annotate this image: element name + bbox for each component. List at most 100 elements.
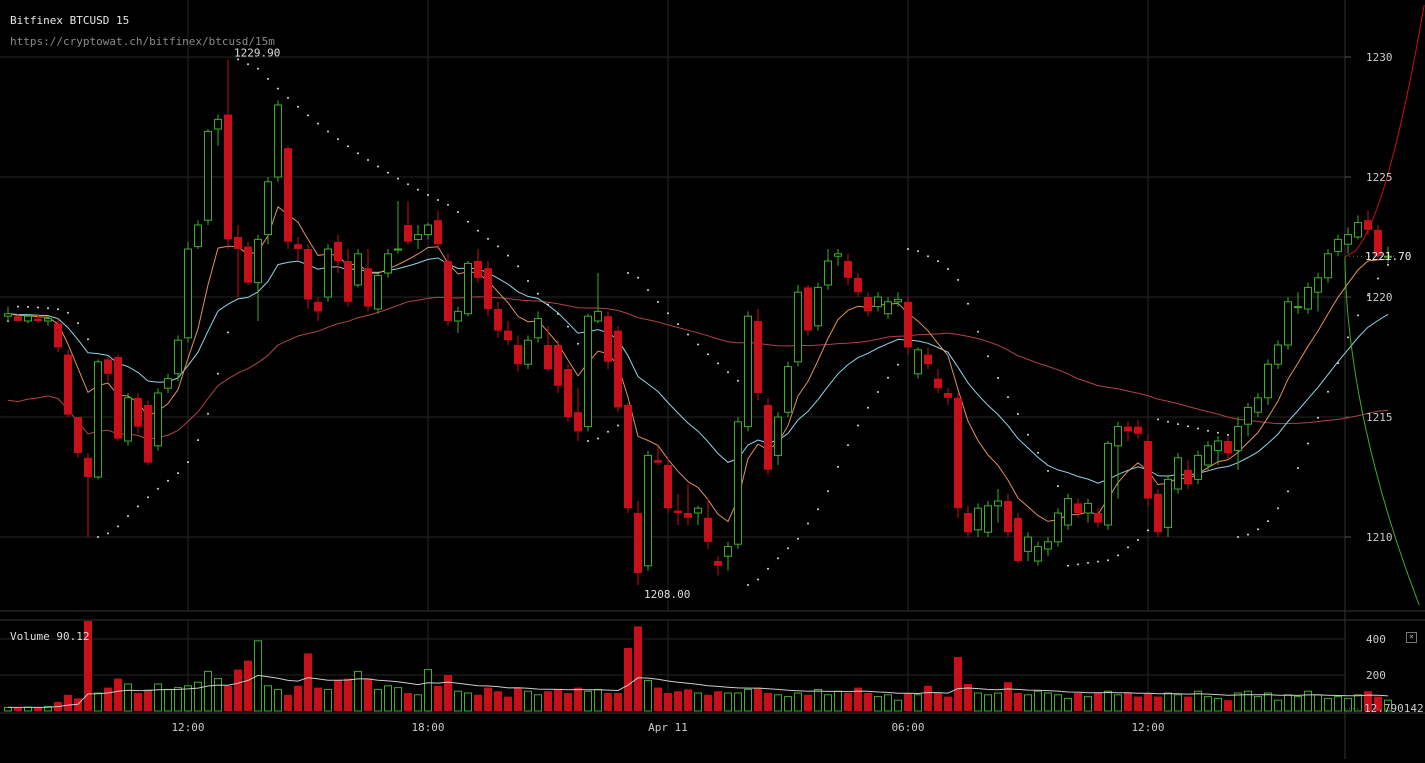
candle-body-up [984, 505, 992, 533]
candle-body-up [94, 361, 102, 478]
sar-dot [587, 440, 589, 442]
candle-body-up [794, 291, 802, 363]
candle-body-up [1104, 442, 1112, 526]
volume-bars [4, 621, 1392, 712]
candle-body-up [214, 118, 222, 130]
sar-dot [347, 145, 349, 148]
sar-dot [1177, 423, 1179, 426]
ma-long-line [7, 296, 1389, 440]
volume-bar-up [264, 685, 272, 712]
volume-bar-up [584, 690, 592, 712]
sar-dot [437, 199, 439, 201]
sar-dot [1047, 469, 1049, 472]
candle-body-up [734, 421, 742, 545]
volume-bar-down [294, 685, 302, 711]
sar-dot [1117, 554, 1119, 557]
candle-body-down [494, 309, 502, 331]
volume-bar-down [1374, 696, 1382, 711]
sar-dot [407, 183, 409, 186]
volume-bar-down [964, 684, 972, 711]
price-tick-label: 1220 [1366, 291, 1393, 304]
candle-body-up [454, 310, 462, 322]
candle-body-up [1214, 440, 1222, 452]
volume-bar-up [694, 692, 702, 712]
volume-bar-up [94, 692, 102, 712]
sar-dot [57, 308, 59, 311]
sar-dot [277, 87, 279, 90]
candle-body-up [1274, 344, 1282, 365]
volume-bar-down [604, 693, 612, 711]
candle-body-up [974, 507, 982, 531]
volume-bar-up [794, 692, 802, 712]
volume-bar-down [434, 685, 442, 711]
sar-dot [967, 302, 969, 305]
volume-bar-down [564, 693, 572, 711]
candle-body-down [624, 405, 632, 509]
sar-dot [447, 203, 449, 206]
sar-dot [1027, 433, 1029, 436]
candle-body-down [674, 510, 682, 513]
sar-dot [1137, 538, 1139, 541]
volume-bar-down [504, 696, 512, 711]
candle-body-up [274, 104, 282, 178]
candle-body-up [1194, 454, 1202, 480]
chart-url[interactable]: https://cryptowat.ch/bitfinex/btcusd/15m [10, 35, 275, 48]
sar-dot [877, 391, 879, 393]
sar-dot [307, 114, 309, 117]
candle-body-up [354, 253, 362, 286]
sar-dot [477, 229, 479, 232]
volume-bar-up [744, 688, 752, 712]
volume-bar-up [784, 696, 792, 712]
sar-dot [847, 444, 849, 447]
volume-bar-down [1224, 700, 1232, 711]
volume-bar-down [854, 687, 862, 711]
price-tick-label: 1210 [1366, 531, 1393, 544]
candle-body-down [404, 225, 412, 242]
candle-body-up [1324, 253, 1332, 279]
sar-dot [647, 289, 649, 292]
volume-bar-down [614, 693, 622, 711]
sar-dot [207, 412, 209, 415]
candle-body-up [594, 310, 602, 322]
sar-dot [247, 63, 249, 66]
sar-dot [17, 305, 19, 308]
candle-body-down [664, 465, 672, 509]
candle-body-up [534, 318, 542, 339]
volume-bar-down [304, 653, 312, 711]
candle-body-up [1064, 498, 1072, 526]
close-icon[interactable]: × [1406, 632, 1417, 643]
volume-bar-up [1344, 697, 1352, 712]
sar-dot [227, 331, 229, 334]
sar-dot [837, 465, 839, 468]
price-annotation: 1208.00 [644, 588, 690, 601]
candle-body-up [324, 248, 332, 298]
candle-body-down [434, 220, 442, 245]
sar-dot [1187, 425, 1189, 428]
volume-bar-down [84, 621, 92, 711]
volume-bar-up [44, 706, 52, 712]
candle-body-down [634, 513, 642, 573]
volume-bar-down [224, 685, 232, 711]
sar-dot [1057, 485, 1059, 488]
sar-dot [667, 312, 669, 315]
candle-body-up [264, 181, 272, 236]
volume-label: Volume 90.12 [10, 630, 90, 643]
sar-dot [887, 376, 889, 379]
candle-body-down [1374, 229, 1382, 257]
volume-bar-up [1264, 692, 1272, 712]
sar-dot [1267, 520, 1269, 523]
sar-dot [1317, 416, 1319, 419]
candle-body-down [544, 345, 552, 369]
volume-bar-up [374, 688, 382, 712]
sar-dot [367, 159, 369, 161]
time-tick-label: Apr 11 [648, 721, 688, 734]
sar-dot [657, 300, 659, 303]
volume-bar-down [14, 707, 22, 711]
candle-body-up [394, 248, 402, 251]
sar-dot [1387, 263, 1389, 266]
candle-body-up [644, 454, 652, 567]
sar-dot [567, 325, 569, 328]
